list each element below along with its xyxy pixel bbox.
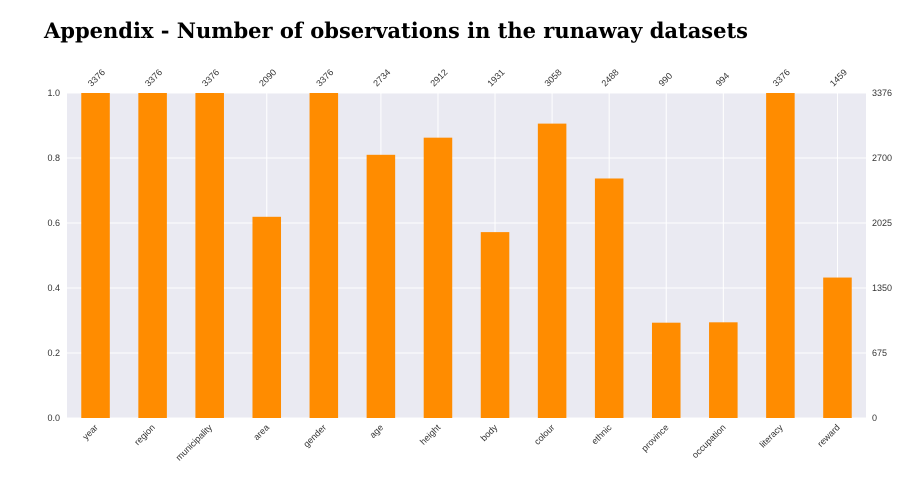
bar-reward [823, 277, 852, 418]
data-label: 3376 [86, 67, 107, 88]
data-label: 3376 [143, 67, 164, 88]
x-tick-label: reward [815, 422, 842, 449]
bar-literacy [766, 93, 795, 418]
bar-year [81, 93, 110, 418]
left-tick-label: 0.4 [47, 283, 60, 293]
bars [81, 93, 852, 419]
data-label: 994 [714, 71, 732, 89]
x-tick-label: height [418, 422, 443, 447]
x-tick-label: literacy [758, 422, 786, 450]
right-tick-label: 0 [872, 413, 877, 423]
x-tick-label: colour [532, 422, 556, 446]
plot-background [67, 93, 866, 418]
data-label: 1931 [485, 67, 506, 88]
right-tick-label: 2700 [872, 153, 892, 163]
data-label: 3058 [542, 67, 563, 88]
bar-age [366, 154, 396, 419]
right-axis: 0 675 1350 2025 2700 3376 [872, 88, 892, 423]
data-label: 1459 [828, 67, 849, 88]
left-tick-label: 1.0 [47, 88, 60, 98]
left-tick-label: 0.6 [47, 218, 60, 228]
x-tick-label: gender [301, 422, 328, 449]
bar-occupation [709, 322, 738, 418]
x-tick-label: ethnic [590, 422, 614, 446]
bar-region [138, 93, 167, 418]
x-tick-label: area [251, 422, 271, 442]
data-label: 2912 [428, 67, 449, 88]
x-tick-label: year [80, 422, 99, 441]
x-tick-label: province [640, 422, 671, 453]
bar-height [423, 137, 453, 418]
x-tick-label: age [368, 422, 386, 440]
right-tick-label: 1350 [872, 283, 892, 293]
data-label: 2734 [371, 67, 392, 88]
left-tick-label: 0.0 [47, 413, 60, 423]
chart-title: Appendix - Number of observations in the… [44, 18, 749, 43]
right-tick-label: 2025 [872, 218, 892, 228]
data-label: 3376 [771, 67, 792, 88]
bar-body [480, 232, 510, 418]
left-tick-label: 0.2 [47, 348, 60, 358]
data-label: 2488 [600, 67, 621, 88]
data-labels: 3376 3376 3376 2090 3376 2734 2912 1931 3058 2488… [86, 67, 849, 88]
x-tick-label: municipality [174, 422, 215, 463]
right-tick-label: 3376 [872, 88, 892, 98]
bar-gender [309, 93, 339, 418]
data-label: 2090 [257, 67, 278, 88]
x-tick-label: occupation [690, 422, 728, 460]
bar-province [651, 322, 681, 418]
x-axis: year region municipality area gender age heigh… [80, 422, 841, 463]
bar-ethnic [594, 178, 624, 418]
left-tick-label: 0.8 [47, 153, 60, 163]
x-tick-label: body [479, 422, 500, 443]
data-label: 3376 [314, 67, 335, 88]
data-label: 3376 [200, 67, 221, 88]
bar-area [252, 216, 282, 418]
left-axis: 0.0 0.2 0.4 0.6 0.8 1.0 [47, 88, 60, 423]
x-tick-label: region [132, 422, 157, 447]
bar-municipality [195, 93, 224, 418]
bar-colour [537, 123, 567, 418]
data-label: 990 [657, 71, 675, 89]
right-tick-label: 675 [872, 348, 887, 358]
